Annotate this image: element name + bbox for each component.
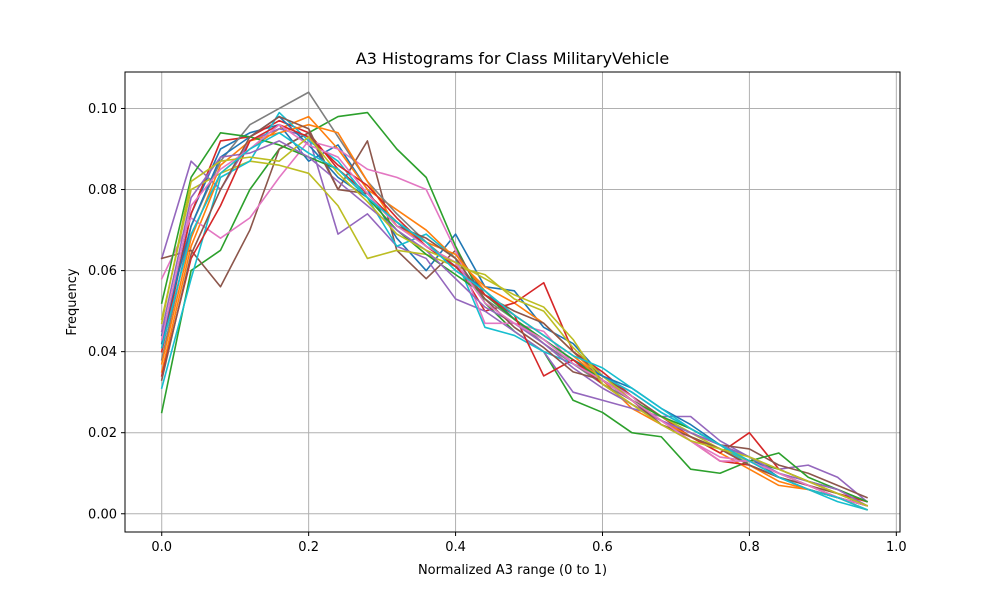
series-line-9 (160, 160, 868, 507)
x-tick-label: 0.2 (298, 540, 319, 555)
x-tick-label: 0.4 (445, 540, 466, 555)
y-tick-label: 0.02 (88, 426, 117, 441)
x-tick-label: 0.0 (151, 540, 172, 555)
series-line-18 (160, 136, 868, 507)
series-line-6 (160, 131, 868, 499)
y-tick-label: 0.06 (88, 264, 117, 279)
y-axis-title: Frequency (65, 268, 80, 335)
series-line-3 (160, 111, 868, 503)
y-tick-label: 0.08 (88, 183, 117, 198)
y-tick-label: 0.04 (88, 345, 117, 360)
series-line-16 (160, 115, 868, 507)
y-tick-label: 0.10 (88, 102, 117, 117)
y-tick-label: 0.00 (88, 507, 117, 522)
chart-title: A3 Histograms for Class MilitaryVehicle (356, 49, 669, 68)
series-line-19 (160, 131, 868, 511)
grid (125, 72, 900, 532)
x-tick-label: 0.8 (739, 540, 760, 555)
x-axis-title: Normalized A3 range (0 to 1) (418, 563, 607, 578)
axis-ticks: 0.0 0.2 0.4 0.6 0.8 1.0 0.00 0.02 0.04 0.06 0.08 0.… (88, 102, 907, 555)
x-tick-label: 1.0 (886, 540, 907, 555)
series-line-4 (160, 119, 868, 503)
plot-frame (124, 71, 901, 533)
series-layer (160, 91, 869, 511)
x-tick-label: 0.6 (592, 540, 613, 555)
